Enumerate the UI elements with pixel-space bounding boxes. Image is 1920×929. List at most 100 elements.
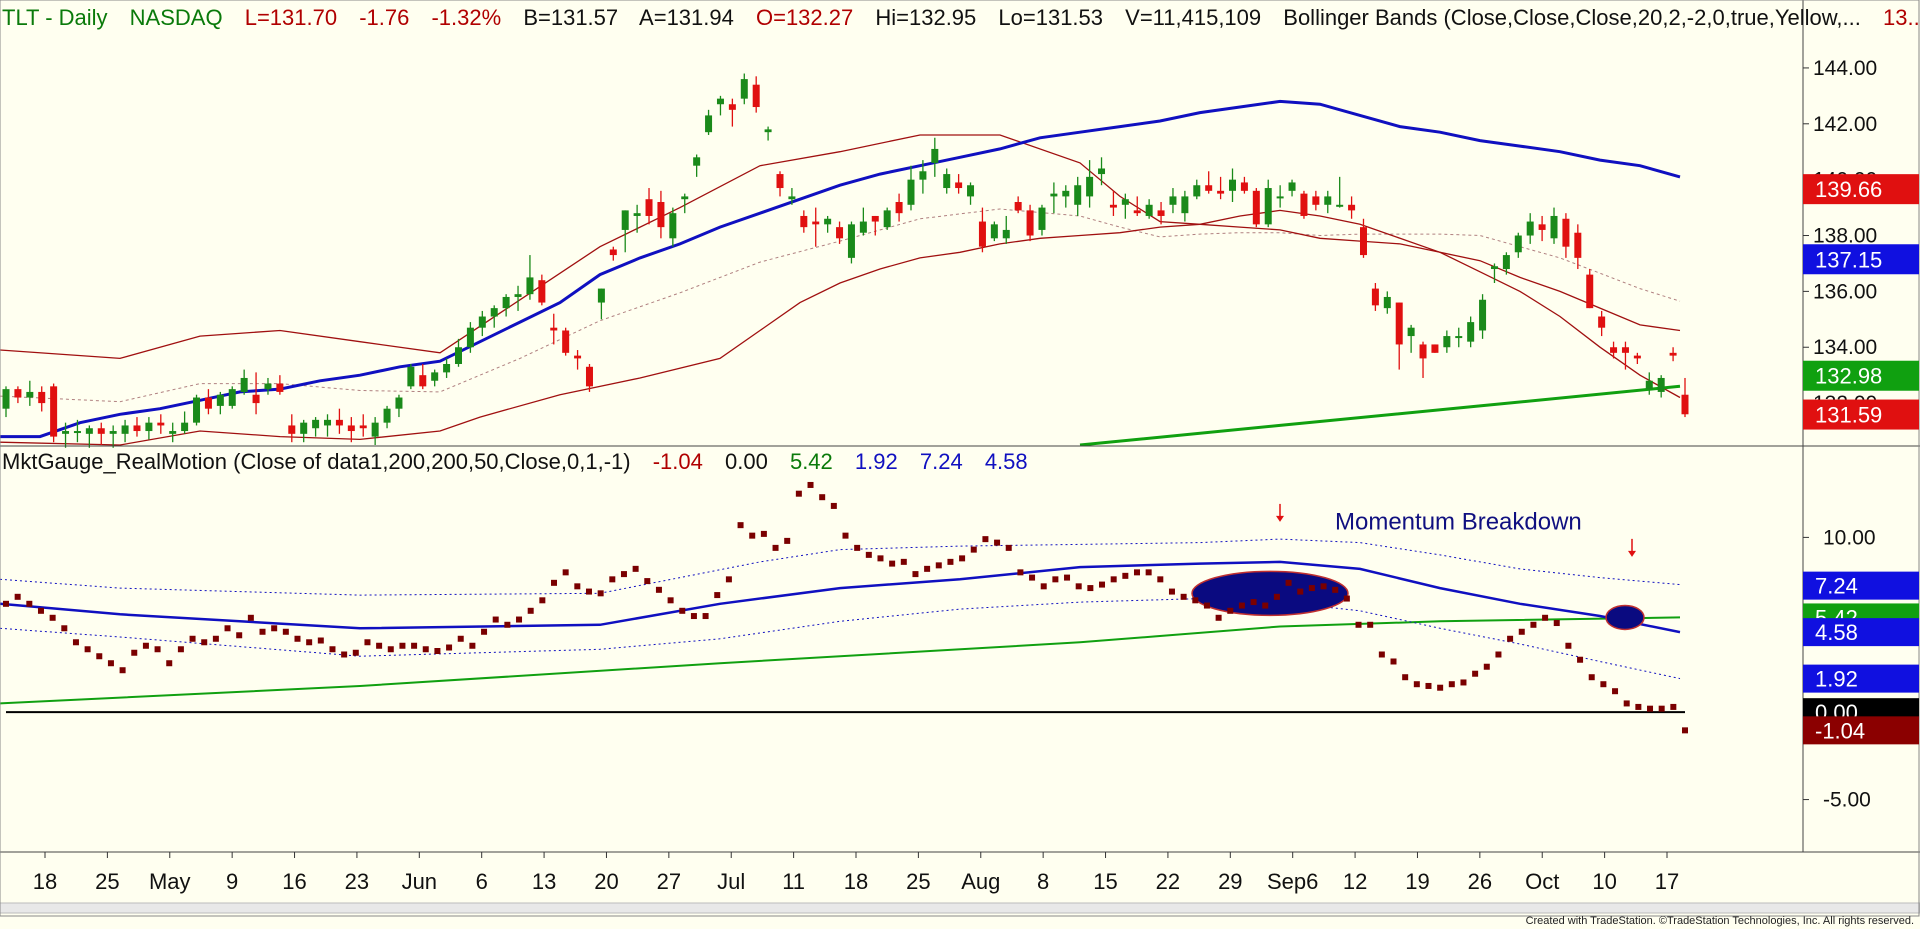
symbol-title[interactable]: TLT - Daily — [2, 5, 108, 30]
momentum-dot — [889, 560, 896, 567]
momentum-dot — [446, 644, 453, 651]
momentum-dot — [317, 637, 324, 644]
momentum-dot — [1064, 574, 1071, 581]
candle-body — [1133, 210, 1141, 214]
candle-up — [502, 294, 510, 317]
osc-value-tag-label: 4.58 — [1815, 620, 1858, 645]
time-tick-label: 25 — [95, 869, 119, 894]
candle-up — [62, 422, 70, 448]
price-tag — [1803, 360, 1919, 391]
low-price: Lo=131.53 — [998, 5, 1104, 30]
candle-down — [1621, 341, 1629, 370]
momentum-dot — [1495, 651, 1502, 658]
candle-down — [574, 350, 582, 370]
momentum-dot — [1215, 614, 1222, 621]
candle-body — [1074, 185, 1082, 205]
candle-body — [1109, 204, 1117, 208]
candle-body — [836, 227, 844, 239]
momentum-dot — [1110, 576, 1117, 583]
momentum-dot — [1518, 628, 1525, 635]
time-tick-label: Jun — [402, 869, 437, 894]
momentum-dot — [469, 642, 476, 649]
candle-up — [466, 322, 474, 353]
momentum-dot — [912, 571, 919, 578]
momentum-dot — [1647, 705, 1654, 712]
time-tick-label: 29 — [1218, 869, 1242, 894]
candle-up — [181, 411, 189, 434]
momentum-dot — [609, 576, 616, 583]
time-tick-label: 10 — [1592, 869, 1616, 894]
candle-down — [1419, 341, 1427, 378]
candle-up — [240, 369, 248, 395]
candle-up — [1479, 294, 1487, 339]
candle-body — [1359, 227, 1367, 256]
candle-body — [1657, 377, 1665, 392]
candle-body — [407, 366, 415, 387]
candle-down — [1359, 218, 1367, 258]
highlight-ellipse — [1605, 604, 1645, 631]
candle-down — [1562, 213, 1570, 258]
momentum-dot — [1577, 656, 1584, 663]
candle-up — [1455, 327, 1463, 348]
time-tick-label: 26 — [1468, 869, 1492, 894]
momentum-dot — [26, 600, 33, 607]
candle-body — [943, 174, 951, 189]
candle-body — [1490, 266, 1498, 270]
candle-down — [1395, 302, 1403, 370]
ask-price: A=131.94 — [639, 5, 734, 30]
candle-down — [752, 76, 760, 113]
candle-down — [1574, 224, 1582, 270]
momentum-dot — [679, 607, 686, 614]
momentum-dot — [994, 539, 1001, 546]
momentum-dot — [737, 522, 744, 529]
candle-body — [157, 422, 165, 426]
candle-up — [633, 204, 641, 233]
candle-body — [1479, 299, 1487, 331]
candle-down — [347, 417, 355, 443]
candle-body — [371, 422, 379, 437]
momentum-dot — [259, 628, 266, 635]
candle-body — [1669, 352, 1677, 356]
momentum-dot — [387, 646, 394, 653]
candle-up — [681, 193, 689, 214]
momentum-dot — [166, 660, 173, 667]
candle-down — [359, 414, 367, 437]
candle-body — [264, 383, 272, 390]
horizontal-scrollbar — [0, 902, 1920, 914]
candle-body — [1633, 355, 1641, 359]
momentum-dot — [551, 579, 558, 586]
momentum-dot — [84, 646, 91, 653]
down-arrowhead — [1628, 550, 1636, 557]
candle-body — [693, 157, 701, 166]
momentum-dot — [865, 551, 872, 558]
momentum-dot — [1308, 585, 1315, 592]
candle-body — [705, 115, 713, 133]
candle-up — [1062, 185, 1070, 208]
candle-down — [871, 215, 879, 236]
candle-up — [967, 182, 975, 205]
candle-body — [1026, 210, 1034, 236]
candle-up — [85, 425, 93, 448]
momentum-dot — [1565, 642, 1572, 649]
candle-body — [1098, 168, 1106, 175]
candle-down — [133, 417, 141, 437]
bollinger-indicator-label[interactable]: Bollinger Bands (Close,Close,Close,20,2,… — [1283, 5, 1861, 30]
price-tick-label: 142.00 — [1813, 113, 1877, 136]
candle-body — [1276, 196, 1284, 199]
candle-body — [193, 397, 201, 423]
candle-body — [871, 215, 879, 222]
candle-down — [1610, 341, 1618, 359]
oscillator-indicator-label[interactable]: MktGauge_RealMotion (Close of data1,200,… — [2, 449, 631, 474]
momentum-dot — [959, 555, 966, 562]
candle-body — [1621, 347, 1629, 353]
momentum-dot — [644, 578, 651, 585]
candle-down — [1240, 176, 1248, 194]
price-tick-label: 138.00 — [1813, 225, 1877, 248]
candle-down — [38, 386, 46, 412]
price-panel — [0, 73, 1689, 448]
momentum-dot — [574, 583, 581, 590]
momentum-dot — [1285, 579, 1292, 586]
momentum-dot — [527, 607, 534, 614]
candle-up — [228, 386, 236, 409]
